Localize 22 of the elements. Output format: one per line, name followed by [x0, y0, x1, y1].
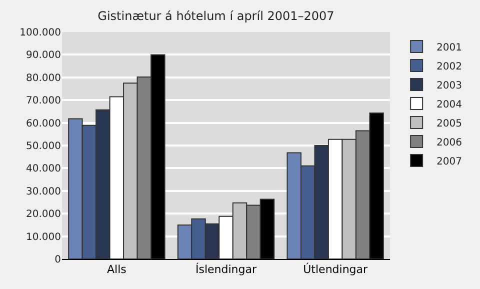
y-tick-label: 50.000 — [26, 141, 61, 152]
y-tick-label: 40.000 — [26, 164, 61, 175]
legend-label: 2004 — [436, 99, 462, 110]
chart-title: Gistinætur á hótelum í apríl 2001–2007 — [98, 8, 334, 23]
legend-label: 2007 — [436, 156, 462, 168]
legend-label: 2001 — [436, 42, 462, 54]
legend-label: 2005 — [436, 118, 462, 130]
y-tick-label: 100.000 — [20, 28, 61, 38]
legend-label: 2003 — [436, 80, 462, 92]
legend-label: 2002 — [436, 61, 462, 72]
x-tick-label: Útlendingar — [303, 262, 368, 276]
y-tick-label: 0 — [54, 254, 61, 266]
y-tick-label: 30.000 — [26, 186, 61, 198]
y-tick-label: 80.000 — [26, 72, 61, 84]
x-tick-label: Íslendingar — [195, 262, 257, 276]
y-tick-label: 60.000 — [26, 118, 61, 130]
x-tick-label: Alls — [106, 263, 127, 276]
y-tick-label: 10.000 — [26, 232, 61, 243]
y-tick-label: 20.000 — [26, 209, 61, 220]
legend-label: 2006 — [436, 137, 462, 148]
y-tick-label: 70.000 — [26, 96, 61, 107]
y-tick-label: 90.000 — [26, 50, 61, 62]
